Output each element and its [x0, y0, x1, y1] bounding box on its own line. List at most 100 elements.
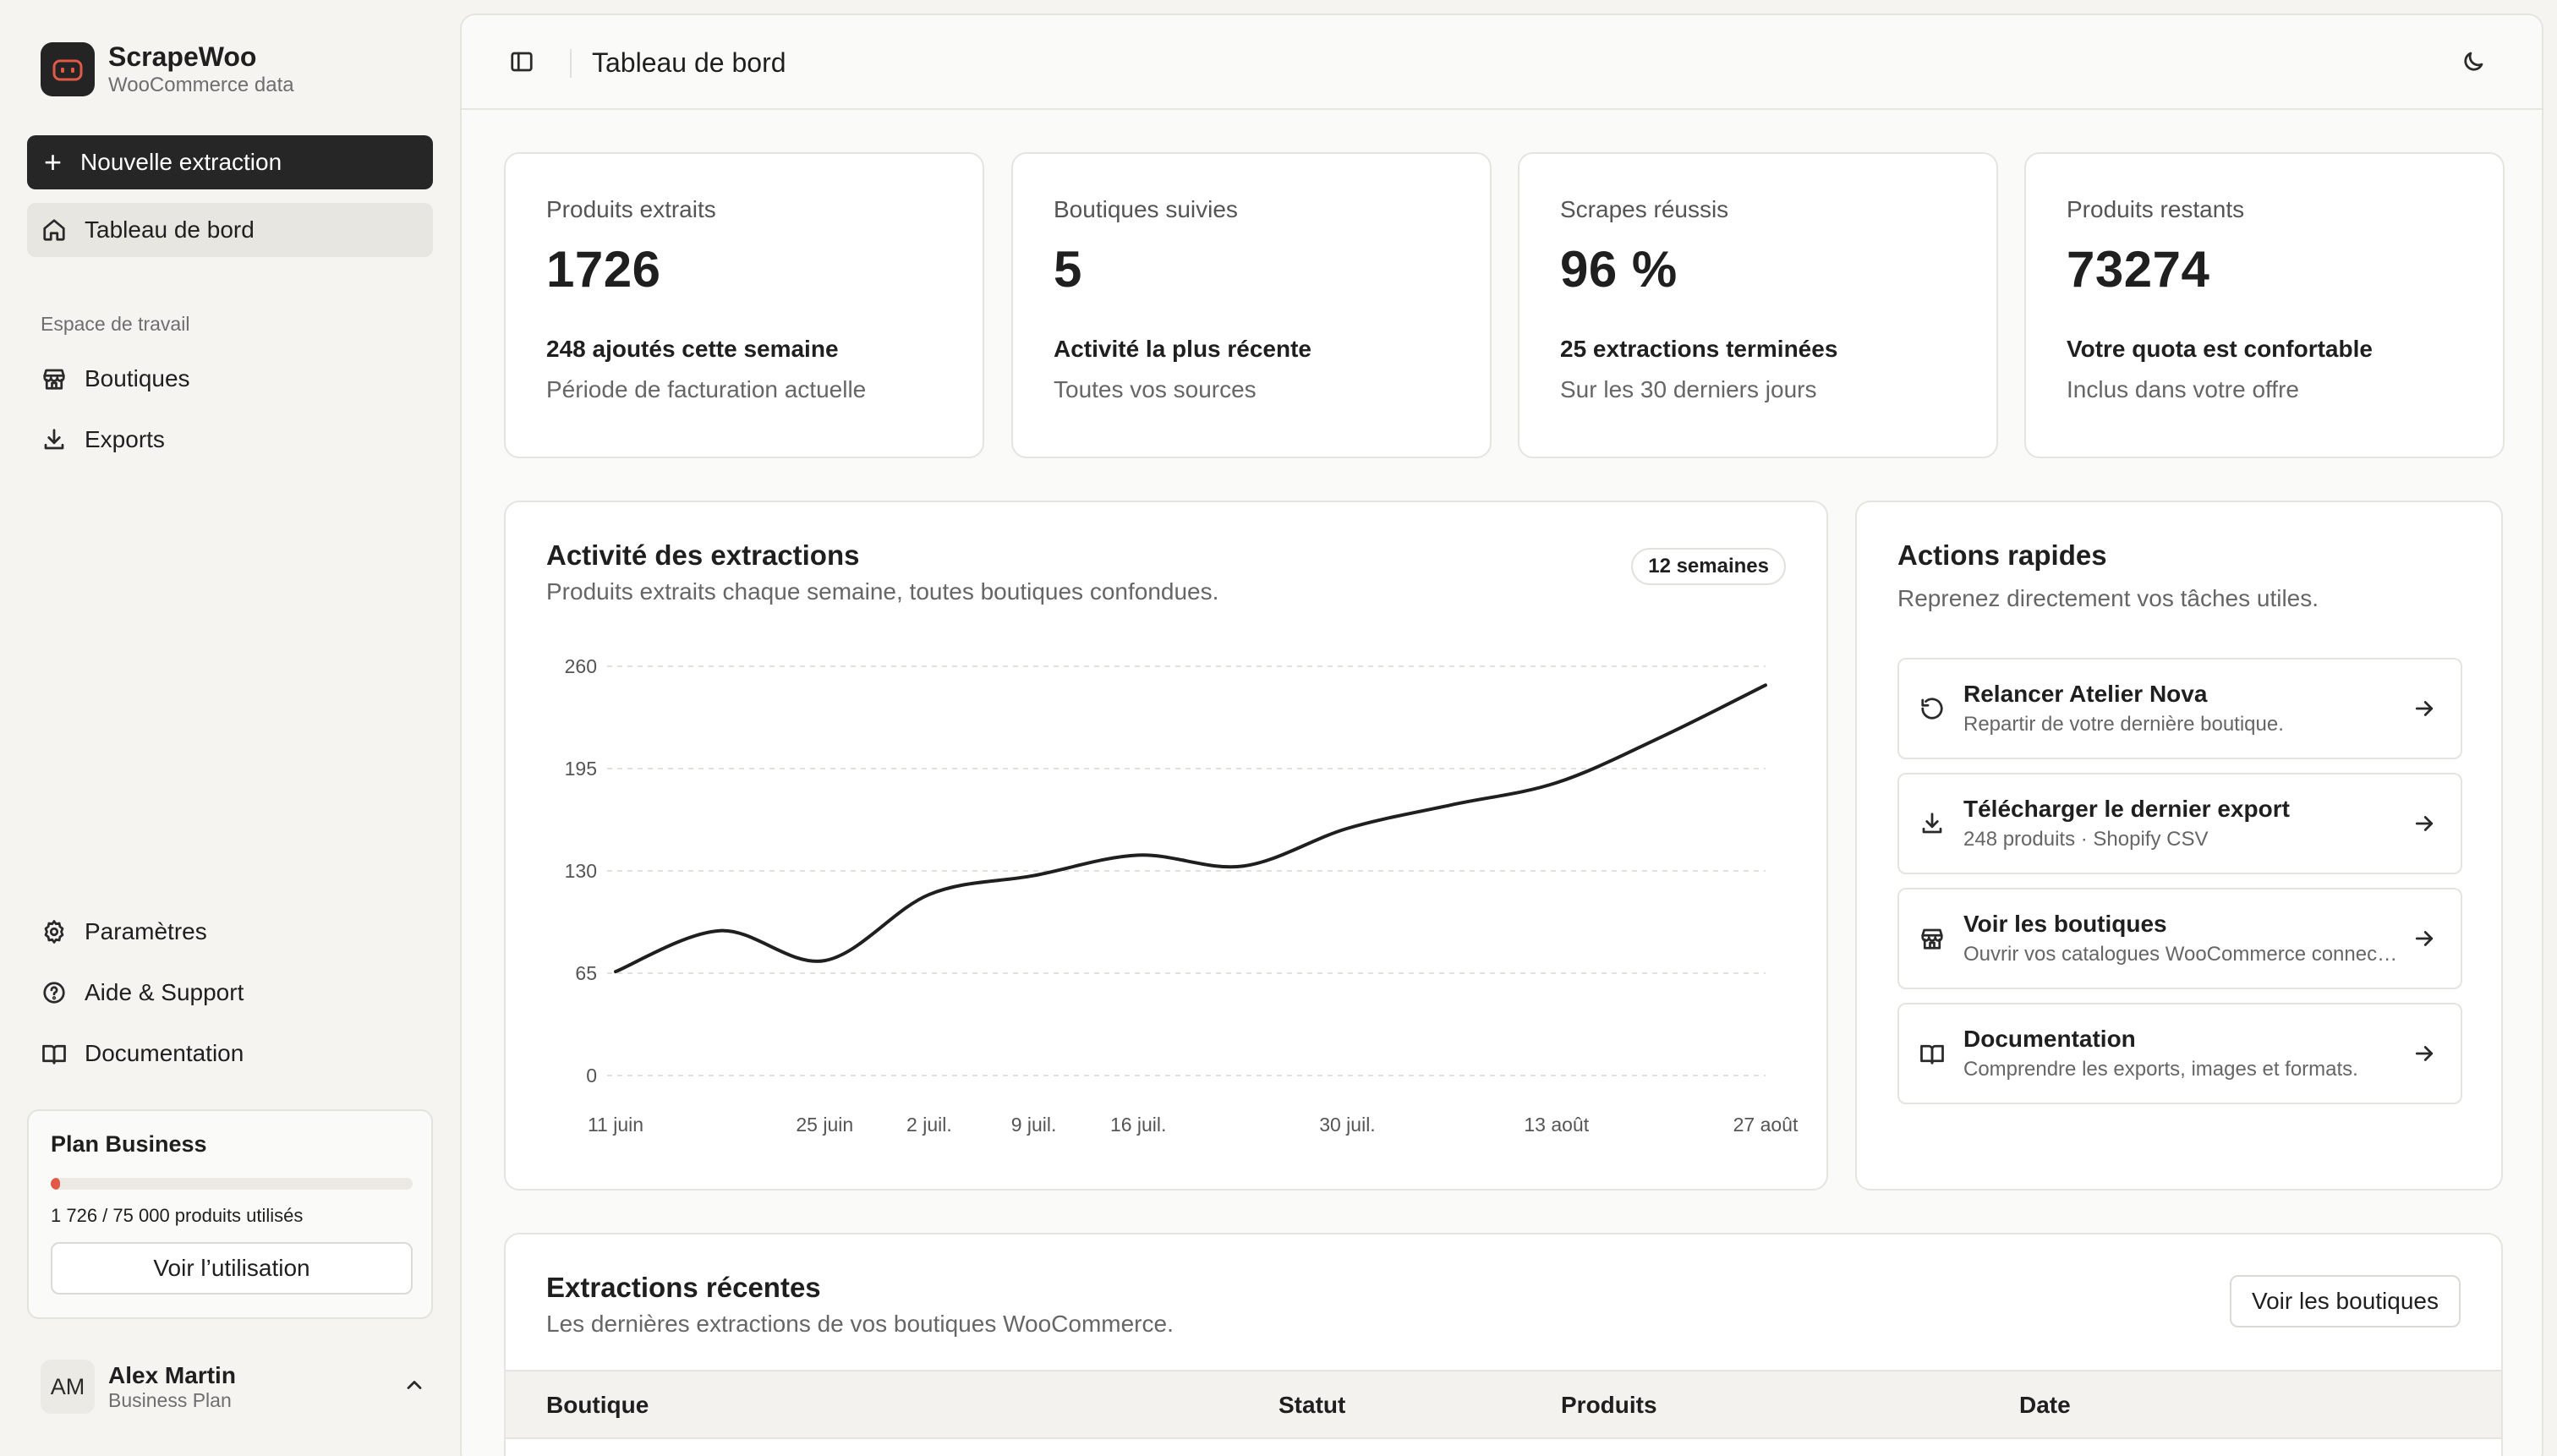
- brand-subtitle: WooCommerce data: [108, 74, 294, 96]
- quick-actions-title: Actions rapides: [1897, 539, 2107, 571]
- sidebar-item-aide-support[interactable]: Aide & Support: [27, 966, 433, 1020]
- sidebar-item-parametres[interactable]: Paramètres: [27, 905, 433, 959]
- table-header: Boutique Statut Produits Date: [506, 1370, 2501, 1439]
- chevron-up-icon: [402, 1373, 430, 1400]
- stat-value: 5: [1054, 241, 1082, 298]
- brand-name: ScrapeWoo: [108, 41, 257, 72]
- period-badge: 12 semaines: [1631, 548, 1786, 585]
- stat-label: Boutiques suivies: [1054, 196, 1238, 222]
- arrow-right-icon: [2410, 1039, 2439, 1068]
- robot-face-icon: [41, 42, 95, 96]
- recent-extractions-card: Extractions récentes Les dernières extra…: [504, 1233, 2503, 1456]
- download-icon: [41, 426, 68, 453]
- new-extraction-button[interactable]: + Nouvelle extraction: [27, 135, 433, 189]
- stat-card-boutiques-suivies: Boutiques suivies 5 Activité la plus réc…: [1011, 152, 1492, 458]
- action-relancer[interactable]: Relancer Atelier Nova Repartir de votre …: [1897, 658, 2462, 759]
- x-tick-label: 16 juil.: [1110, 1114, 1166, 1136]
- stat-label: Produits restants: [2067, 196, 2245, 222]
- action-title: Relancer Atelier Nova: [1963, 681, 2208, 707]
- help-circle-icon: [41, 979, 68, 1006]
- x-tick-label: 30 juil.: [1319, 1114, 1375, 1136]
- store-icon: [1918, 924, 1946, 953]
- x-tick-label: 13 août: [1524, 1114, 1589, 1136]
- chart-title: Activité des extractions: [546, 539, 860, 571]
- workspace-section-label: Espace de travail: [41, 313, 190, 335]
- stat-caption: Sur les 30 derniers jours: [1560, 376, 1817, 402]
- x-tick-label: 2 juil.: [906, 1114, 952, 1136]
- book-icon: [1918, 1039, 1946, 1068]
- action-title: Voir les boutiques: [1963, 911, 2167, 937]
- action-subtitle: Repartir de votre dernière boutique.: [1963, 713, 2284, 736]
- view-usage-button[interactable]: Voir l’utilisation: [51, 1242, 413, 1295]
- plus-icon: +: [44, 145, 63, 179]
- arrow-right-icon: [2410, 924, 2439, 953]
- action-telecharger-export[interactable]: Télécharger le dernier export 248 produi…: [1897, 773, 2462, 874]
- stat-card-produits-restants: Produits restants 73274 Votre quota est …: [2024, 152, 2505, 458]
- stat-card-scrapes-reussis: Scrapes réussis 96 % 25 extractions term…: [1518, 152, 1998, 458]
- column-header-boutique[interactable]: Boutique: [546, 1392, 649, 1418]
- sidebar-item-label: Exports: [85, 426, 165, 452]
- x-tick-label: 27 août: [1733, 1114, 1799, 1136]
- sidebar-item-label: Paramètres: [85, 918, 207, 944]
- store-icon: [41, 365, 68, 392]
- user-name: Alex Martin: [108, 1361, 236, 1388]
- plan-usage-text: 1 726 / 75 000 produits utilisés: [51, 1205, 304, 1226]
- arrow-right-icon: [2410, 809, 2439, 838]
- stat-label: Scrapes réussis: [1560, 196, 1729, 222]
- new-extraction-label: Nouvelle extraction: [80, 149, 282, 175]
- action-subtitle: 248 produits · Shopify CSV: [1963, 828, 2209, 851]
- column-header-produits[interactable]: Produits: [1561, 1392, 1657, 1418]
- y-tick-label: 195: [565, 758, 597, 780]
- page-title: Tableau de bord: [592, 47, 786, 78]
- column-header-statut[interactable]: Statut: [1278, 1392, 1346, 1418]
- plan-usage-fill: [51, 1178, 60, 1190]
- sidebar-item-dashboard[interactable]: Tableau de bord: [27, 203, 433, 257]
- brand[interactable]: ScrapeWoo WooCommerce data: [41, 41, 294, 98]
- stat-label: Produits extraits: [546, 196, 716, 222]
- stat-value: 1726: [546, 241, 661, 298]
- chart-subtitle: Produits extraits chaque semaine, toutes…: [546, 578, 1219, 605]
- y-tick-label: 260: [565, 655, 597, 677]
- stat-caption: Période de facturation actuelle: [546, 376, 867, 402]
- stat-detail: Votre quota est confortable: [2067, 336, 2373, 362]
- download-icon: [1918, 809, 1946, 838]
- recent-subtitle: Les dernières extractions de vos boutiqu…: [546, 1311, 1174, 1337]
- stat-value: 96 %: [1560, 241, 1678, 298]
- home-icon: [41, 216, 68, 244]
- stat-detail: 248 ajoutés cette semaine: [546, 336, 839, 362]
- sidebar-item-exports[interactable]: Exports: [27, 413, 433, 467]
- sidebar-item-label: Boutiques: [85, 365, 190, 391]
- main-panel: Tableau de bord Produits extraits 1726 2…: [460, 14, 2543, 1456]
- arrow-right-icon: [2410, 694, 2439, 723]
- activity-chart-card: Activité des extractions Produits extrai…: [504, 501, 1828, 1191]
- plan-usage-bar: [51, 1178, 413, 1190]
- divider: [570, 49, 572, 78]
- sidebar-item-label: Documentation: [85, 1040, 244, 1066]
- recent-title: Extractions récentes: [546, 1272, 821, 1303]
- top-bar: Tableau de bord: [462, 15, 2542, 110]
- action-title: Documentation: [1963, 1026, 2136, 1052]
- view-stores-button[interactable]: Voir les boutiques: [2229, 1275, 2461, 1327]
- sidebar-item-boutiques[interactable]: Boutiques: [27, 352, 433, 406]
- gear-icon: [41, 918, 68, 945]
- rotate-ccw-icon: [1918, 694, 1946, 723]
- quick-actions-card: Actions rapides Reprenez directement vos…: [1855, 501, 2503, 1191]
- user-menu[interactable]: AM Alex Martin Business Plan: [41, 1360, 430, 1414]
- y-tick-label: 65: [575, 962, 597, 984]
- action-voir-boutiques[interactable]: Voir les boutiques Ouvrir vos catalogues…: [1897, 888, 2462, 989]
- series-line: [614, 683, 1767, 974]
- moon-icon[interactable]: [2461, 49, 2488, 76]
- sidebar-toggle-icon[interactable]: [509, 49, 536, 76]
- sidebar: ScrapeWoo WooCommerce data + Nouvelle ex…: [0, 0, 460, 1456]
- y-tick-label: 0: [586, 1065, 597, 1087]
- x-tick-label: 11 juin: [588, 1114, 643, 1136]
- action-subtitle: Ouvrir vos catalogues WooCommerce connec…: [1963, 943, 2398, 966]
- sidebar-item-documentation[interactable]: Documentation: [27, 1026, 433, 1081]
- stat-detail: 25 extractions terminées: [1560, 336, 1838, 362]
- activity-line-chart: 0 65 130 195 260 11 juin 25 juin 2 juil. 9 juil.…: [565, 655, 1799, 1136]
- column-header-date[interactable]: Date: [2019, 1392, 2071, 1418]
- sidebar-item-label: Aide & Support: [85, 979, 244, 1005]
- action-documentation[interactable]: Documentation Comprendre les exports, im…: [1897, 1003, 2462, 1104]
- plan-title: Plan Business: [51, 1131, 207, 1157]
- stat-detail: Activité la plus récente: [1054, 336, 1312, 362]
